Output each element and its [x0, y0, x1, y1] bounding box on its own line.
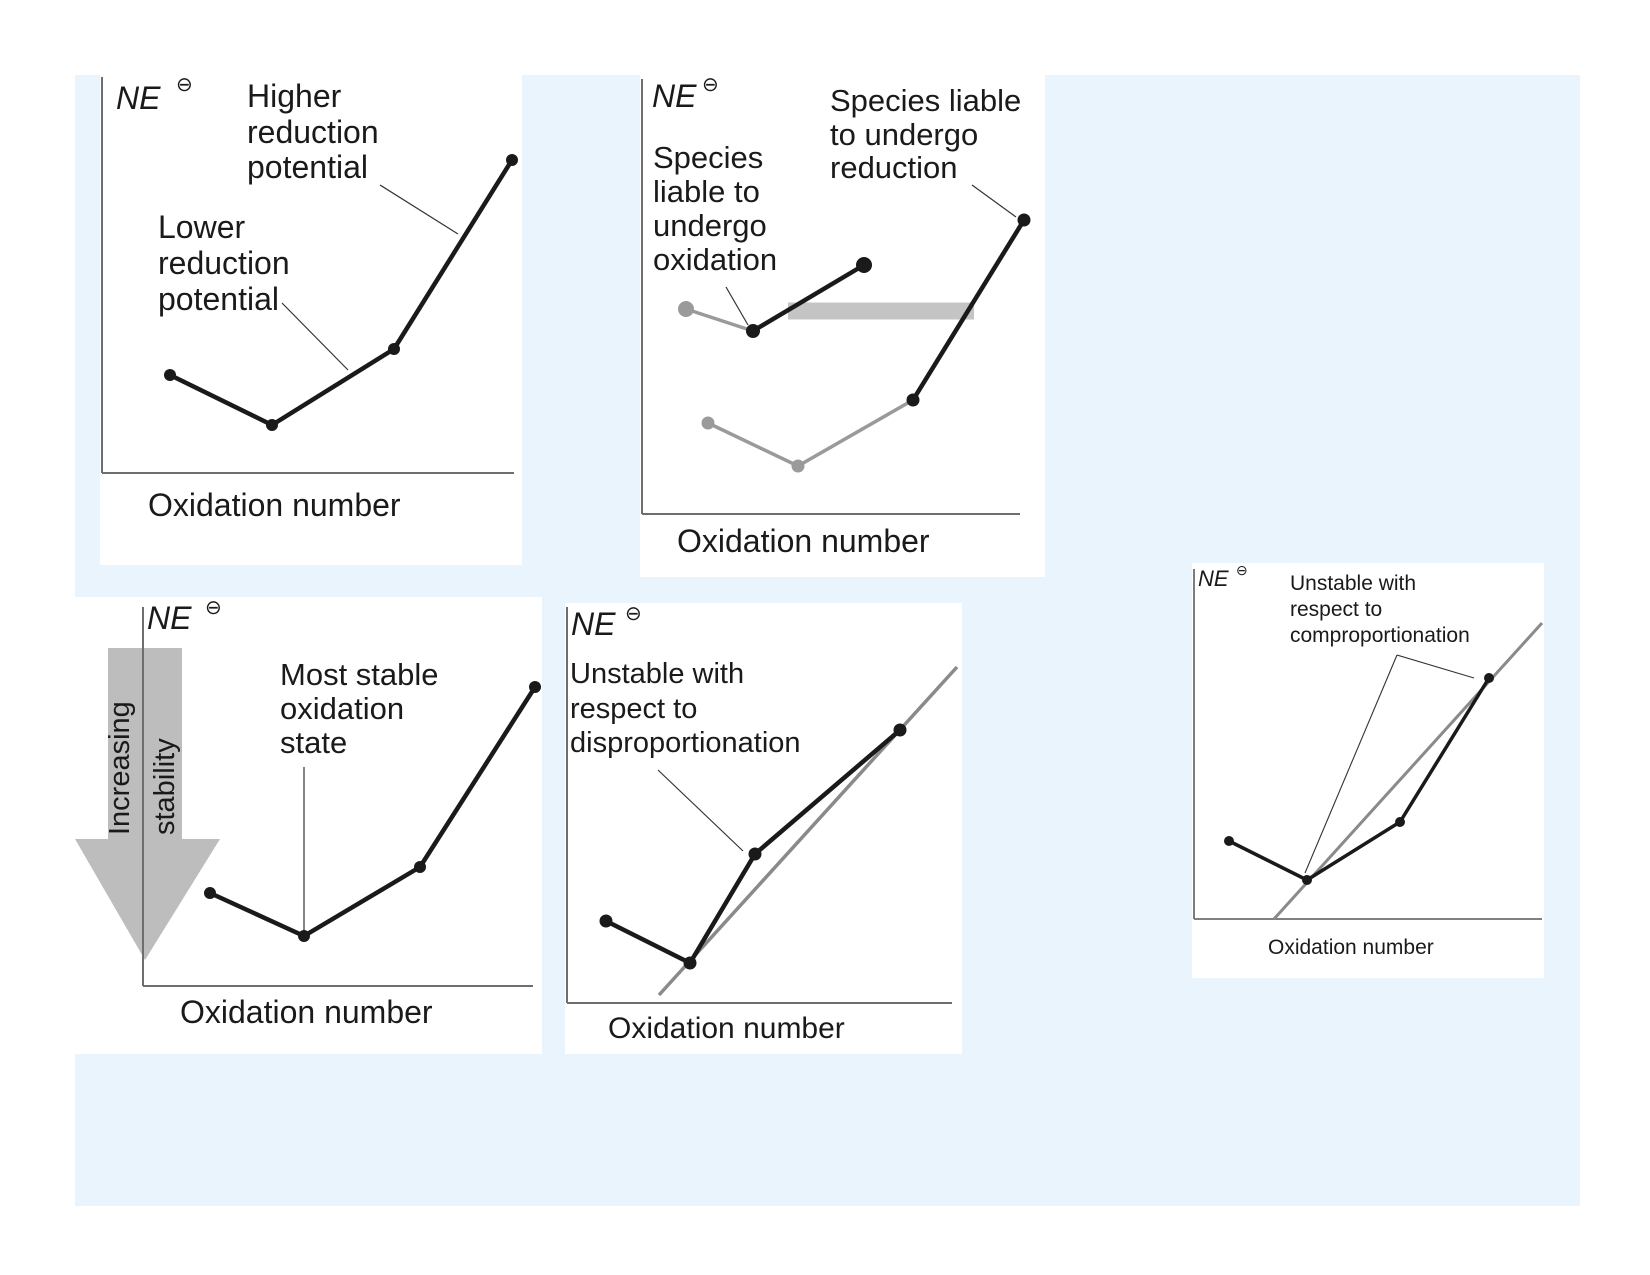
annotation-leader-oxidation — [725, 286, 749, 326]
panel-reduction-potential: NE ⊖ Higher reduction potential Lower re… — [100, 74, 522, 565]
reference-line — [657, 665, 959, 997]
panel-disproportionation: NE ⊖ Unstable with respect to disproport… — [565, 603, 962, 1054]
data-point — [683, 956, 697, 970]
arrow-label-line-2: stability — [149, 738, 181, 835]
panel-comproportionation: NE ⊖ Unstable with respect to comproport… — [1192, 562, 1544, 978]
annotation-leader-right — [1396, 654, 1475, 679]
annotation-line-1: Unstable with — [570, 658, 744, 690]
arrow-label-line-1: Increasing — [104, 701, 136, 835]
data-point — [906, 393, 920, 407]
annotation-low-line-2: reduction — [158, 245, 290, 281]
annotation-leader-reduction — [971, 184, 1017, 218]
annotation-oxidation-line-3: undergo — [653, 208, 767, 243]
axis-symbol: NE — [147, 600, 192, 636]
data-point — [204, 887, 216, 899]
axis-superscript: ⊖ — [625, 603, 642, 625]
data-point — [1302, 875, 1312, 885]
data-point — [1017, 213, 1031, 227]
data-point — [893, 723, 907, 737]
reference-line — [1272, 621, 1544, 921]
axis-superscript: ⊖ — [702, 74, 719, 96]
data-point — [529, 681, 541, 693]
panel-species-liable: NE ⊖ Species liable to undergo oxidation… — [640, 74, 1045, 577]
axis-symbol: NE — [571, 606, 616, 642]
annotation-line-1: Unstable with — [1290, 572, 1416, 595]
data-point — [164, 369, 176, 381]
data-point — [266, 419, 278, 431]
annotation-line-2: respect to — [1290, 598, 1382, 621]
data-point — [298, 930, 310, 942]
axis-symbol: NE — [652, 78, 697, 114]
annotation-high-line-2: reduction — [247, 114, 379, 150]
increasing-stability-arrow — [75, 648, 220, 960]
x-axis-label: Oxidation number — [677, 523, 930, 559]
ne-curve — [209, 685, 537, 939]
black-curve-upper — [751, 263, 866, 333]
data-point — [1224, 836, 1234, 846]
annotation-line-2: oxidation — [280, 691, 404, 726]
grey-curve-lower — [707, 398, 914, 468]
data-point — [388, 343, 400, 355]
grey-curve-upper — [685, 307, 754, 333]
axis-symbol: NE — [1198, 566, 1229, 591]
data-point — [1484, 673, 1494, 683]
data-point — [748, 847, 762, 861]
diagram-species-liable: NE ⊖ Species liable to undergo oxidation… — [641, 74, 1031, 559]
diagram-reduction-potential: NE ⊖ Higher reduction potential Lower re… — [101, 74, 518, 523]
annotation-line-3: disproportionation — [570, 727, 801, 759]
annotation-leader — [657, 769, 744, 852]
axis-superscript: ⊖ — [205, 597, 222, 619]
annotation-reduction-line-3: reduction — [830, 150, 958, 185]
black-curve-lower — [911, 218, 1026, 402]
x-axis-label: Oxidation number — [180, 994, 433, 1030]
annotation-oxidation-line-4: oxidation — [653, 242, 777, 277]
data-point — [856, 257, 872, 273]
annotation-oxidation-line-1: Species — [653, 140, 763, 175]
x-axis-label: Oxidation number — [608, 1012, 845, 1045]
annotation-leader-left — [1304, 654, 1398, 874]
data-point — [1395, 817, 1405, 827]
grey-point — [791, 459, 805, 473]
annotation-high-line-3: potential — [247, 149, 368, 185]
annotation-line-1: Most stable — [280, 657, 439, 692]
data-point — [414, 861, 426, 873]
annotation-leader-low — [281, 302, 349, 371]
annotation-low-line-1: Lower — [158, 209, 246, 245]
x-axis-label: Oxidation number — [148, 487, 401, 523]
x-axis-label: Oxidation number — [1268, 936, 1434, 959]
axis-superscript: ⊖ — [176, 74, 193, 96]
annotation-oxidation-line-2: liable to — [653, 174, 760, 209]
axis-superscript: ⊖ — [1236, 562, 1248, 578]
diagram-comproportionation: NE ⊖ Unstable with respect to comproport… — [1193, 562, 1544, 959]
diagram-stability: NE ⊖ Increasing stability Most stable ox… — [75, 597, 541, 1030]
annotation-line-2: respect to — [570, 693, 697, 725]
axis-symbol: NE — [116, 80, 161, 116]
annotation-line-3: state — [280, 725, 347, 760]
ne-curve — [1228, 677, 1491, 882]
grey-point — [678, 301, 694, 317]
annotation-low-line-3: potential — [158, 281, 279, 317]
ne-curve — [169, 158, 514, 428]
annotation-reduction-line-2: to undergo — [830, 117, 978, 152]
data-point — [599, 914, 613, 928]
annotation-high-line-1: Higher — [247, 78, 342, 114]
grey-point — [701, 416, 715, 430]
annotation-line-3: comproportionation — [1290, 624, 1470, 647]
diagram-disproportionation: NE ⊖ Unstable with respect to disproport… — [566, 603, 959, 1045]
data-point — [506, 154, 518, 166]
ne-curve — [604, 728, 902, 966]
data-point — [746, 324, 760, 338]
annotation-leader-high — [379, 184, 459, 235]
panel-stability: NE ⊖ Increasing stability Most stable ox… — [75, 597, 542, 1054]
annotation-reduction-line-1: Species liable — [830, 83, 1021, 118]
